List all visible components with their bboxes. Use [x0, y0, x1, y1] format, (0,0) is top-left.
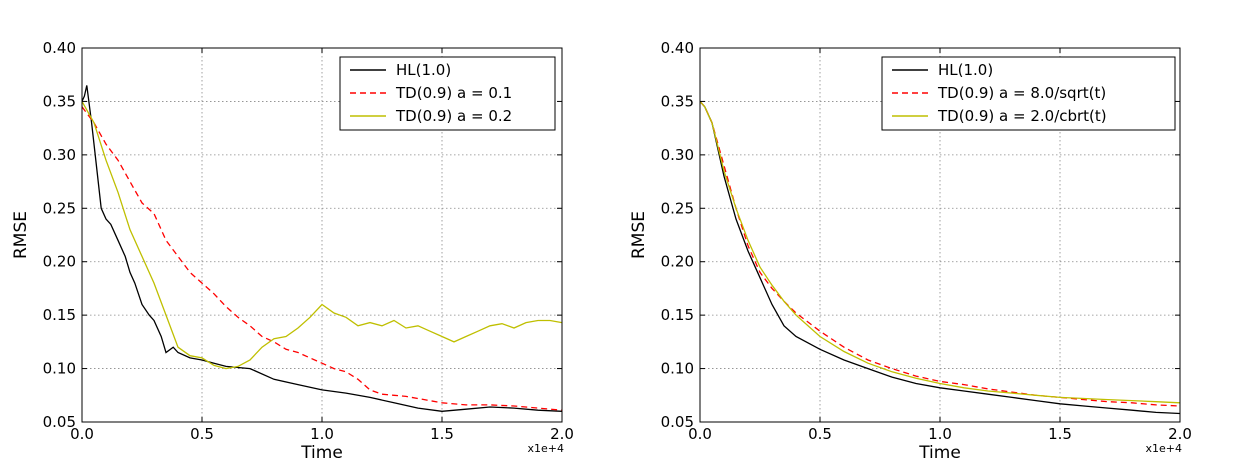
left-series-line-1	[82, 106, 562, 411]
left-ytick-label-1: 0.10	[43, 360, 76, 378]
left-ytick-label-6: 0.35	[43, 92, 76, 110]
right-x-multiplier-label: x1e+4	[1146, 442, 1183, 455]
right-ytick-label-3: 0.20	[661, 253, 694, 271]
right-xtick-label-2: 1.0	[928, 425, 952, 443]
right-chart-panel: 0.0 0.5 1.0 1.5 2.0 0.05 0.10 0.15 0.20 0.25 0.30 0…	[629, 39, 1192, 463]
right-x-axis-label: Time	[918, 443, 961, 463]
right-xtick-label-4: 2.0	[1168, 425, 1192, 443]
right-legend-label-1: TD(0.9) a = 8.0/sqrt(t)	[937, 84, 1106, 102]
left-ytick-label-3: 0.20	[43, 253, 76, 271]
right-legend-label-2: TD(0.9) a = 2.0/cbrt(t)	[937, 107, 1107, 125]
right-xtick-label-0: 0.0	[688, 425, 712, 443]
left-y-axis-label: RMSE	[11, 211, 31, 259]
left-legend-label-1: TD(0.9) a = 0.1	[395, 84, 512, 102]
right-series-line-0	[700, 100, 1180, 415]
right-y-axis-label: RMSE	[629, 211, 649, 259]
right-xtick-label-3: 1.5	[1048, 425, 1072, 443]
left-xtick-label-1: 0.5	[190, 425, 214, 443]
right-xtick-label-1: 0.5	[808, 425, 832, 443]
left-legend-label-2: TD(0.9) a = 0.2	[395, 107, 512, 125]
right-legend-box	[881, 56, 1176, 131]
right-ytick-label-6: 0.35	[661, 92, 694, 110]
left-series-line-0	[82, 85, 562, 412]
left-ytick-label-0: 0.05	[43, 413, 76, 431]
left-series-line-2	[82, 101, 562, 370]
right-legend-label-0: HL(1.0)	[938, 61, 993, 79]
left-ytick-label-5: 0.30	[43, 146, 76, 164]
left-ytick-label-4: 0.25	[43, 199, 76, 217]
left-x-multiplier-label: x1e+4	[528, 442, 565, 455]
right-ytick-label-0: 0.05	[661, 413, 694, 431]
left-ytick-label-7: 0.40	[43, 39, 76, 57]
right-ytick-label-5: 0.30	[661, 146, 694, 164]
right-series-line-2	[700, 100, 1180, 404]
left-xtick-label-3: 1.5	[430, 425, 454, 443]
right-ytick-label-7: 0.40	[661, 39, 694, 57]
left-xtick-label-2: 1.0	[310, 425, 334, 443]
left-x-axis-label: Time	[300, 443, 343, 463]
right-ytick-label-4: 0.25	[661, 199, 694, 217]
left-ytick-label-2: 0.15	[43, 306, 76, 324]
right-ytick-label-1: 0.10	[661, 360, 694, 378]
left-xtick-label-0: 0.0	[70, 425, 94, 443]
left-legend-label-0: HL(1.0)	[396, 61, 451, 79]
left-xtick-label-4: 2.0	[550, 425, 574, 443]
right-ytick-label-2: 0.15	[661, 306, 694, 324]
left-chart-panel: 0.0 0.5 1.0 1.5 2.0 0.05 0.10 0.15 0.20 0.25 0.30 0…	[11, 39, 574, 463]
